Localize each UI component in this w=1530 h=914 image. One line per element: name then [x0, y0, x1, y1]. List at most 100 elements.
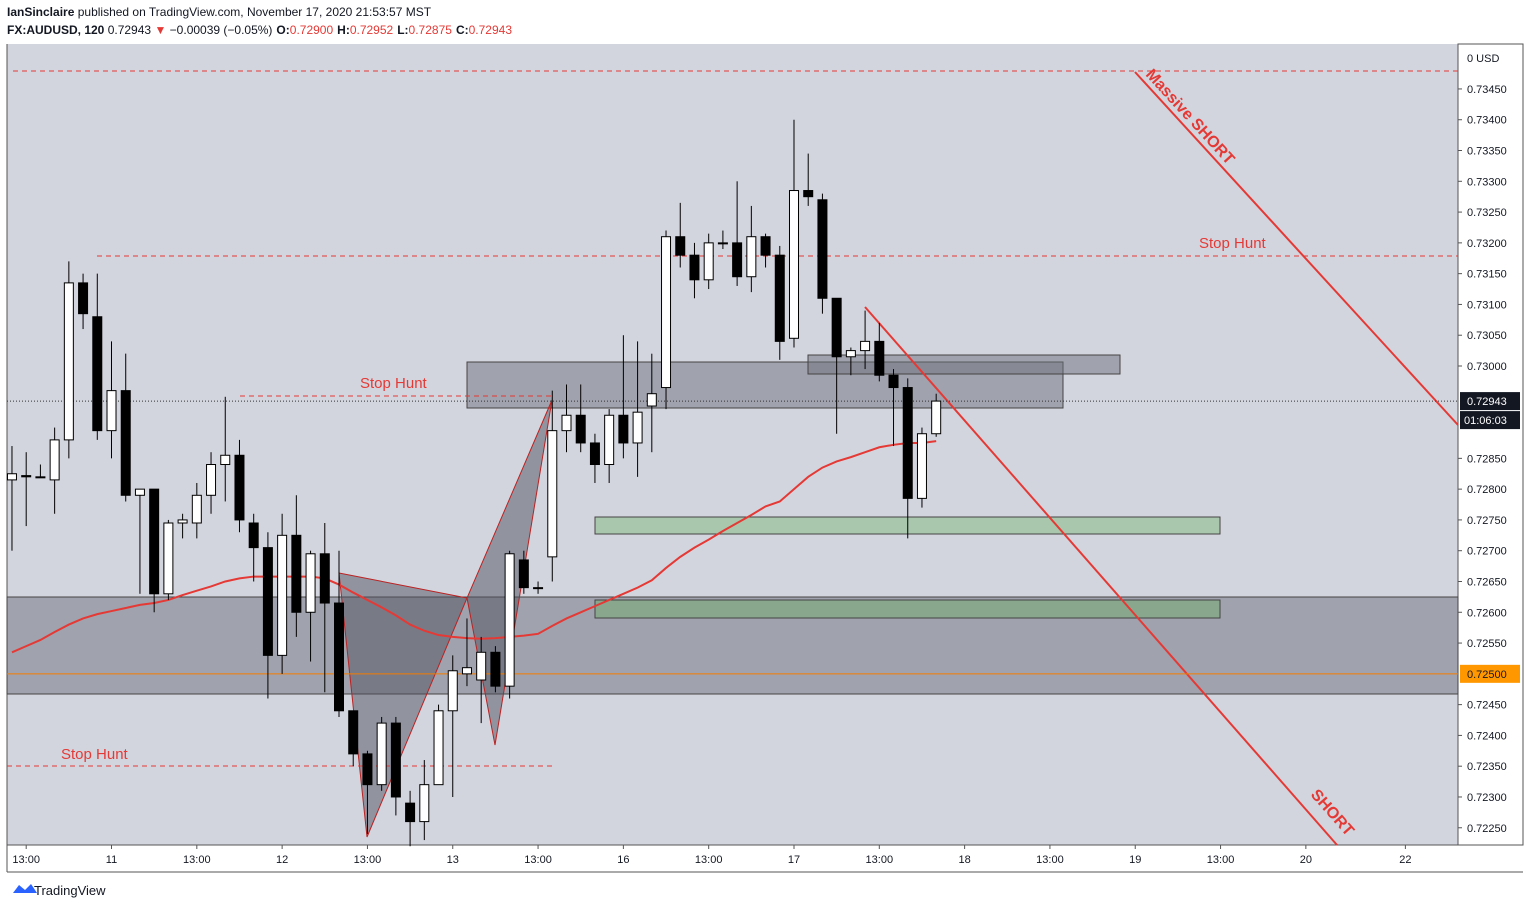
candle-body — [461, 667, 472, 675]
annotation: Stop Hunt — [61, 746, 129, 763]
candle-body — [817, 199, 828, 299]
price-label-bg — [1460, 392, 1520, 411]
candle-body — [6, 473, 17, 481]
zone-green — [594, 599, 1221, 619]
candle-body — [348, 710, 359, 755]
candle-body — [134, 488, 145, 496]
candle-body — [419, 784, 430, 823]
candle-body — [21, 475, 32, 478]
y-tick-label: 0.72850 — [1467, 453, 1507, 465]
candle-body — [248, 522, 259, 549]
candle-body — [618, 414, 629, 444]
y-tick-label: 0.72700 — [1467, 546, 1507, 558]
candle-body — [191, 494, 202, 524]
candle-body — [234, 454, 245, 521]
x-tick-label: 13:00 — [695, 854, 723, 866]
y-tick-label: 0.73200 — [1467, 238, 1507, 250]
ohlc-label: L: — [397, 23, 408, 37]
y-tick-label: 0.72800 — [1467, 484, 1507, 496]
candle-body — [405, 802, 416, 823]
ohlc-value: 0.72900 — [290, 23, 334, 37]
x-tick-label: 18 — [958, 854, 970, 866]
y-tick-label: 0.73250 — [1467, 207, 1507, 219]
level-label-bg — [1460, 664, 1520, 683]
candle-body — [106, 390, 117, 432]
annotation: Stop Hunt — [1199, 235, 1267, 252]
x-tick-label: 12 — [276, 854, 288, 866]
price-label: 0.72943 — [1467, 396, 1507, 408]
candle-body — [518, 559, 529, 589]
x-tick-label: 20 — [1300, 854, 1312, 866]
candle-body — [277, 534, 288, 656]
trend-line — [1134, 71, 1459, 426]
x-tick-label: 13:00 — [1036, 854, 1064, 866]
candle-body — [334, 602, 345, 712]
change: −0.00039 (−0.05%) — [170, 23, 273, 37]
candle-body — [646, 393, 657, 407]
y-tick-label: 0.73350 — [1467, 146, 1507, 158]
candle-body — [120, 390, 131, 496]
candle-body — [561, 414, 572, 432]
y-tick-label: 0.73400 — [1467, 115, 1507, 127]
last: 0.72943 — [108, 23, 152, 37]
x-tick-label: 13:00 — [183, 854, 211, 866]
zone — [807, 354, 1121, 375]
down-arrow: ▼ — [154, 23, 166, 37]
candle-body — [860, 340, 871, 352]
candle-body — [504, 553, 515, 687]
y-tick-label: 0.73050 — [1467, 330, 1507, 342]
candle-body — [319, 553, 330, 604]
candle-body — [92, 316, 103, 432]
candle-body — [35, 476, 46, 479]
ohlc-value: 0.72952 — [350, 23, 394, 37]
ma-line — [11, 440, 937, 654]
symbol: FX:AUDUSD, 120 — [7, 23, 105, 37]
trend-line — [864, 306, 1338, 846]
candle-body — [433, 710, 444, 786]
candle-body — [760, 236, 771, 256]
candle-body — [163, 522, 174, 595]
y-tick-label: 0.72250 — [1467, 823, 1507, 835]
countdown: 01:06:03 — [1464, 415, 1507, 427]
candle-body — [689, 254, 700, 281]
x-tick-label: 13:00 — [524, 854, 552, 866]
candle-body — [916, 433, 927, 499]
candle-body — [547, 430, 558, 558]
candle-body — [533, 587, 544, 590]
x-tick-label: 22 — [1399, 854, 1411, 866]
x-tick-label: 17 — [788, 854, 800, 866]
level-label: 0.72500 — [1467, 669, 1507, 681]
candle-body — [262, 547, 273, 656]
candle-body — [291, 534, 302, 613]
candle-body — [632, 411, 643, 444]
y-tick-label: 0.72300 — [1467, 792, 1507, 804]
candle-body — [831, 297, 842, 358]
x-tick-label: 11 — [106, 854, 117, 866]
candle-body — [803, 190, 814, 198]
candle-body — [874, 340, 885, 376]
y-tick-label: 0.72450 — [1467, 700, 1507, 712]
candle-body — [589, 442, 600, 466]
y-tick-label: 0.73100 — [1467, 299, 1507, 311]
y-tick-label: 0.72650 — [1467, 576, 1507, 588]
header-line1: IanSinclaire published on TradingView.co… — [7, 5, 432, 19]
y-tick-label: 0.73450 — [1467, 84, 1507, 96]
candle-body — [675, 236, 686, 256]
candle-body — [447, 670, 458, 712]
y-tick-label: 0.72750 — [1467, 515, 1507, 527]
candle-body — [888, 374, 899, 389]
candle-body — [774, 254, 785, 342]
header-line2: FX:AUDUSD, 120 0.72943 ▼ −0.00039 (−0.05… — [7, 23, 512, 37]
candle-body — [703, 242, 714, 281]
y-tick-label: 0.73000 — [1467, 361, 1507, 373]
x-tick-label: 13 — [447, 854, 459, 866]
countdown-bg — [1460, 411, 1520, 430]
y-tick-label: 0.73150 — [1467, 269, 1507, 281]
candle-body — [717, 242, 728, 245]
candle-body — [661, 236, 672, 389]
ohlc-value: 0.72875 — [409, 23, 453, 37]
candle-body — [575, 414, 586, 444]
candle-body — [788, 190, 799, 339]
published: published on TradingView.com, November 1… — [78, 5, 432, 19]
ohlc-value: 0.72943 — [469, 23, 513, 37]
